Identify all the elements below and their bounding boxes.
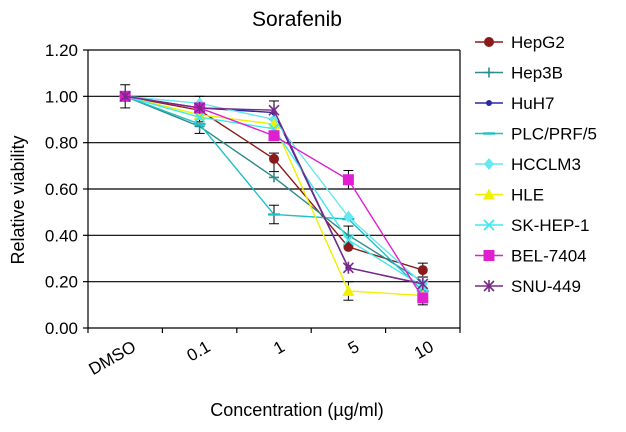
legend-label-2: HuH7 xyxy=(511,94,554,113)
point-5-3 xyxy=(342,284,355,296)
legend-entry-5: HLE xyxy=(475,186,544,205)
y-tick-label-0: 0.00 xyxy=(45,319,78,338)
legend-label-8: SNU-449 xyxy=(511,277,581,296)
legend-entry-0: HepG2 xyxy=(475,33,565,52)
y-tick-label-1: 0.20 xyxy=(45,273,78,292)
legend-entry-3: PLC/PRF/5 xyxy=(475,125,597,144)
legend-entry-4: HCCLM3 xyxy=(475,155,581,174)
legend: HepG2 Hep3B HuH7 PLC/PRF/5 HCCLM3 HLE SK-HEP-1… xyxy=(475,33,597,296)
point-8-4 xyxy=(417,277,429,290)
point-4-3 xyxy=(343,210,354,223)
x-tick-label-0: DMSO xyxy=(86,337,140,379)
point-7-4 xyxy=(417,292,429,304)
series-hle xyxy=(119,90,429,301)
point-8-3 xyxy=(342,261,354,274)
y-tick-label-2: 0.40 xyxy=(45,226,78,245)
y-tick-label-6: 1.20 xyxy=(45,41,78,60)
point-1-2 xyxy=(269,172,279,183)
series-snu-449 xyxy=(119,90,429,290)
legend-label-6: SK-HEP-1 xyxy=(511,216,589,235)
grid-lines xyxy=(88,49,460,329)
y-tick-label-4: 0.80 xyxy=(45,134,78,153)
legend-entry-2: HuH7 xyxy=(475,94,554,113)
chart-title: Sorafenib xyxy=(252,8,342,31)
point-0-4 xyxy=(417,265,428,276)
x-axis-ticks: DMSO 0.1 1 5 10 xyxy=(86,328,461,379)
legend-label-0: HepG2 xyxy=(511,33,565,52)
legend-entry-7: BEL-7404 xyxy=(475,247,587,266)
legend-label-1: Hep3B xyxy=(511,64,563,83)
y-axis-title: Relative viability xyxy=(8,135,28,264)
legend-marker-0 xyxy=(484,37,494,47)
legend-label-5: HLE xyxy=(511,186,544,205)
legend-marker-6 xyxy=(483,219,495,231)
point-0-3 xyxy=(343,241,354,252)
point-0-2 xyxy=(269,153,279,164)
y-axis-ticks: 0.00 0.20 0.40 0.60 0.80 1.00 1.20 xyxy=(45,41,88,338)
point-8-2 xyxy=(268,104,280,117)
x-tick-label-4: 10 xyxy=(411,337,437,363)
legend-label-3: PLC/PRF/5 xyxy=(511,125,597,144)
point-6-3 xyxy=(342,234,355,246)
series-lines xyxy=(119,90,429,304)
legend-marker-2 xyxy=(486,100,492,106)
legend-marker-4 xyxy=(484,158,494,170)
legend-entry-8: SNU-449 xyxy=(475,277,581,296)
y-tick-label-5: 1.00 xyxy=(45,87,78,106)
legend-label-4: HCCLM3 xyxy=(511,155,581,174)
y-tick-label-3: 0.60 xyxy=(45,180,78,199)
point-7-2 xyxy=(268,130,280,142)
point-7-3 xyxy=(342,174,354,186)
legend-entry-6: SK-HEP-1 xyxy=(475,216,589,235)
x-tick-label-1: 0.1 xyxy=(184,337,214,365)
legend-label-7: BEL-7404 xyxy=(511,247,587,266)
x-axis-title: Concentration (µg/ml) xyxy=(210,400,383,420)
x-tick-label-2: 1 xyxy=(270,337,288,358)
legend-marker-8 xyxy=(483,280,495,292)
point-8-1 xyxy=(194,101,206,114)
legend-marker-1 xyxy=(484,67,494,78)
point-8-0 xyxy=(119,90,131,103)
legend-entry-1: Hep3B xyxy=(475,64,563,83)
x-tick-label-3: 5 xyxy=(345,337,363,358)
point-6-1 xyxy=(193,111,206,123)
legend-marker-7 xyxy=(483,250,495,261)
legend-marker-5 xyxy=(483,188,495,200)
